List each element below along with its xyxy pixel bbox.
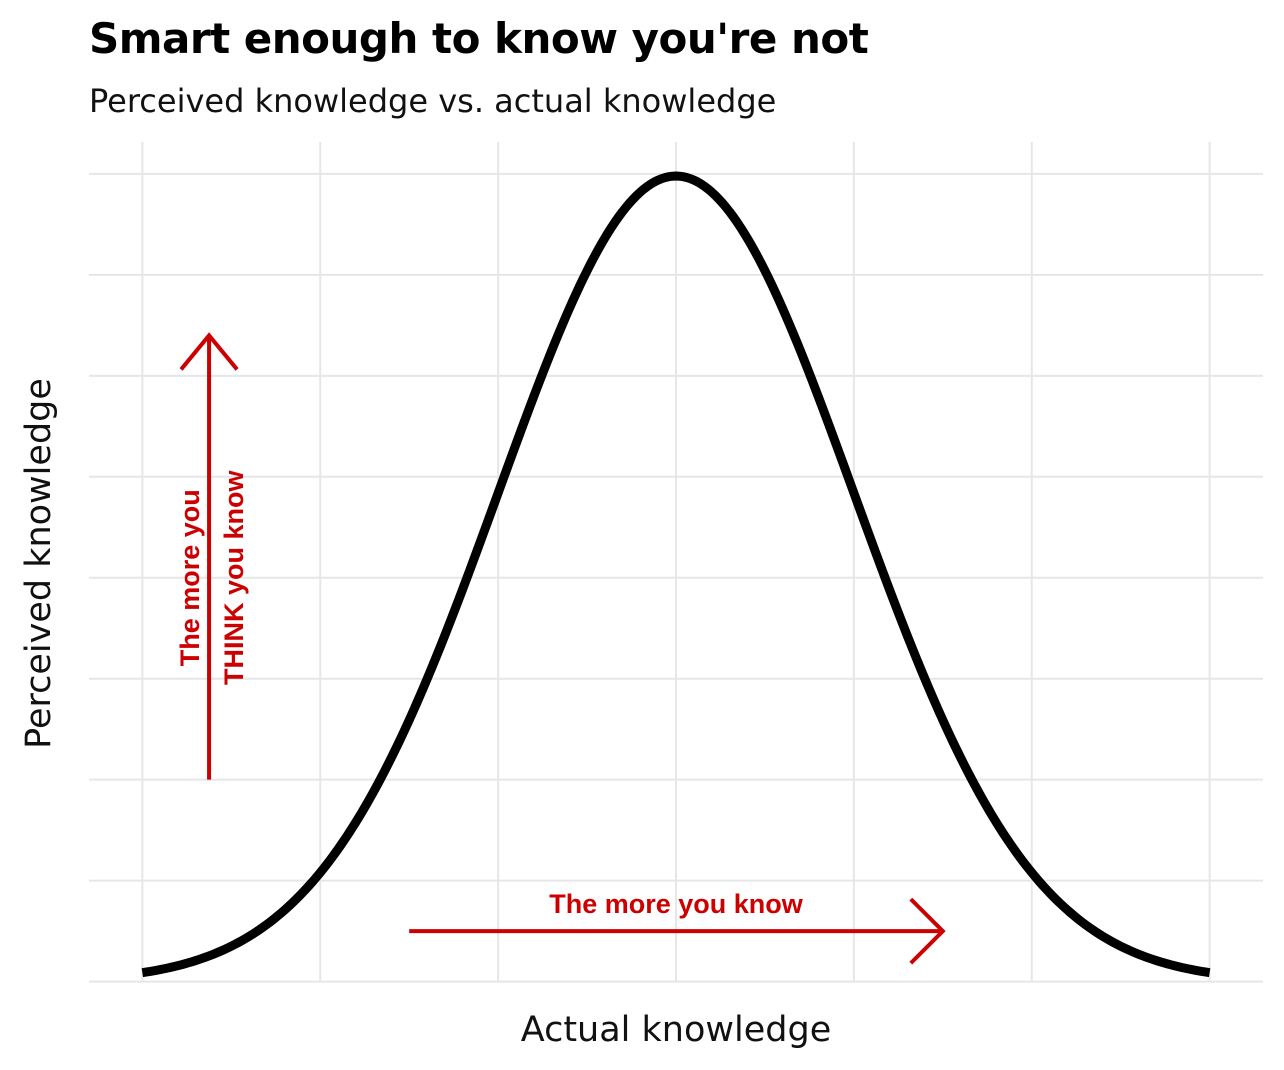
chart-subtitle: Perceived knowledge vs. actual knowledge [89,82,777,120]
gridlines [89,142,1263,983]
chart-title: Smart enough to know you're not [89,14,869,63]
x-axis-title: Actual knowledge [521,1010,832,1050]
y-axis-title: Perceived knowledge [19,378,59,749]
knowledge-curve [141,171,1211,978]
vertical-arrow-label-line-1: The more you [175,489,205,666]
curve-layer [141,171,1211,978]
horizontal-arrow-head [909,897,946,965]
vertical-arrow-label-line-2: THINK you know [219,470,249,685]
annotations: The more you know The more you THINK you… [175,332,946,965]
vertical-arrow-head [179,332,239,371]
horizontal-arrow-label: The more you know [549,889,804,919]
vertical-arrow-label: The more you THINK you know [175,470,249,685]
